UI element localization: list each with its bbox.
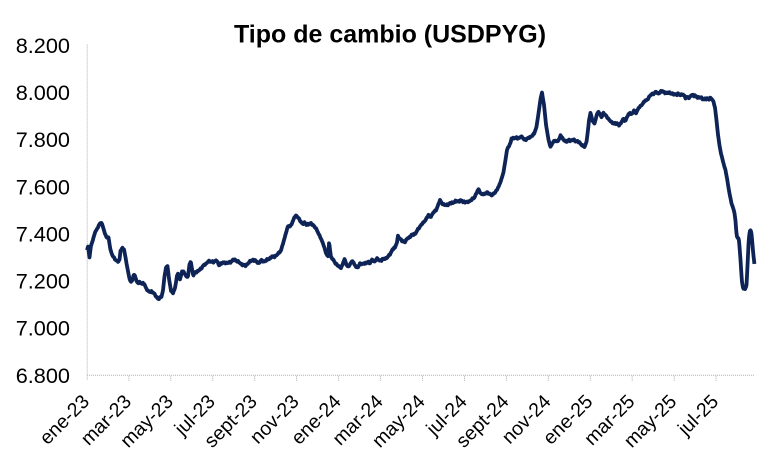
svg-text:8.200: 8.200 (16, 33, 70, 58)
svg-text:6.800: 6.800 (16, 363, 70, 388)
svg-text:Tipo de cambio (USDPYG): Tipo de cambio (USDPYG) (234, 20, 546, 48)
svg-text:7.800: 7.800 (16, 127, 70, 152)
svg-text:7.600: 7.600 (16, 174, 70, 199)
svg-text:8.000: 8.000 (16, 80, 70, 105)
svg-text:7.200: 7.200 (16, 269, 70, 294)
svg-text:7.000: 7.000 (16, 316, 70, 341)
svg-text:7.400: 7.400 (16, 222, 70, 247)
